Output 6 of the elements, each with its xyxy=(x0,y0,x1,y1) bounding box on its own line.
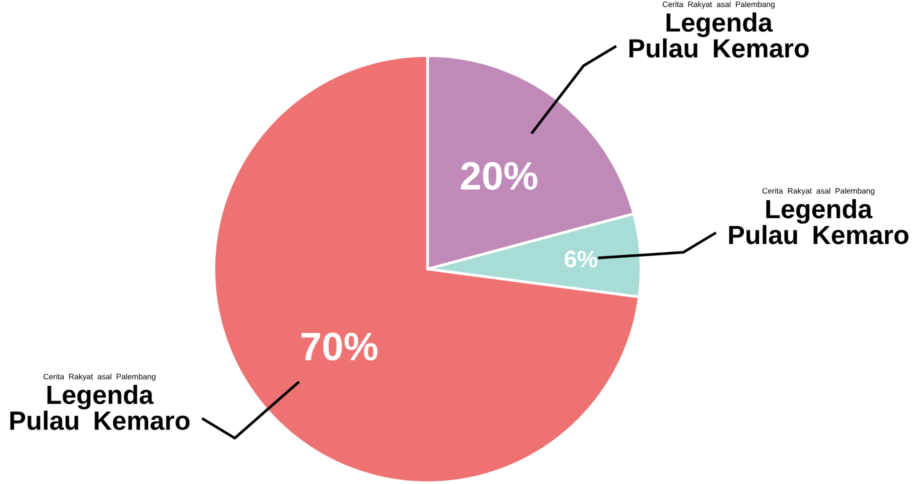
slice-label: Legenda Pulau Kemaro xyxy=(729,199,908,244)
data-label: 6% xyxy=(564,250,598,268)
slice-label: Legenda Pulau Kemaro xyxy=(629,12,809,58)
data-label: 20% xyxy=(461,162,538,190)
data-label: 70% xyxy=(302,332,378,360)
slice-label: Legenda Pulau Kemaro xyxy=(10,384,190,430)
